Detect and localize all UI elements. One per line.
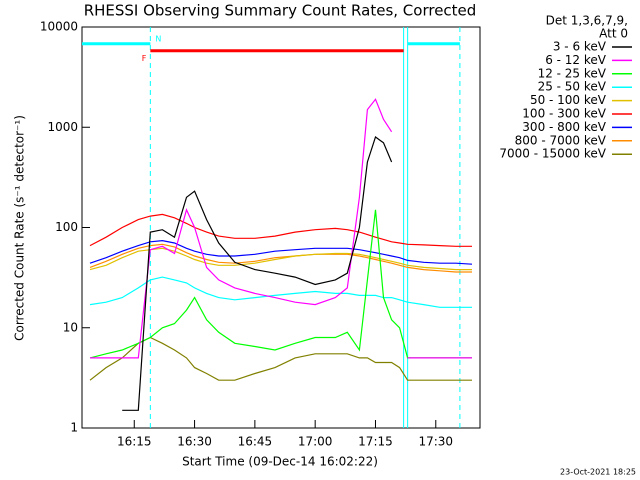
series-line (89, 239, 473, 265)
vline-label: N (155, 35, 161, 44)
legend-header: Det 1,3,6,7,9, (546, 14, 628, 28)
x-tick-label: 17:00 (298, 435, 333, 449)
x-tick-label: 16:15 (117, 435, 152, 449)
y-tick-label: 1000 (47, 120, 78, 134)
series-line (89, 336, 472, 381)
y-tick-label: 10000 (40, 20, 78, 34)
x-tick-label: 17:30 (418, 435, 453, 449)
series-line (89, 247, 472, 271)
legend-label: 6 - 12 keV (545, 53, 607, 67)
chart-title: RHESSI Observing Summary Count Rates, Co… (84, 2, 477, 20)
legend-label: 12 - 25 keV (538, 66, 607, 80)
series-line (90, 98, 472, 359)
legend-label: 3 - 6 keV (553, 40, 607, 54)
y-tick-label: 100 (55, 220, 78, 234)
series-line (89, 209, 472, 359)
series-line (89, 213, 472, 247)
legend-header: Att 0 (599, 27, 628, 41)
x-axis-label: Start Time (09-Dec-14 16:02:22) (182, 455, 378, 469)
legend-label: 7000 - 15000 keV (499, 147, 606, 161)
series-line (122, 136, 393, 411)
legend-label: 800 - 7000 keV (515, 133, 607, 147)
legend-label: 50 - 100 keV (530, 93, 607, 107)
legend-label: 25 - 50 keV (538, 80, 607, 94)
y-axis-label: Corrected Count Rate (s⁻¹ detector⁻¹) (13, 115, 27, 341)
series-line (89, 276, 472, 308)
legend-label: 300 - 800 keV (522, 120, 606, 134)
x-tick-label: 16:45 (238, 435, 273, 449)
y-tick-label: 10 (63, 320, 78, 334)
x-tick-label: 17:15 (358, 435, 393, 449)
legend-label: 100 - 300 keV (522, 107, 606, 121)
state-label: F (142, 54, 147, 63)
timestamp: 23-Oct-2021 18:25 (560, 468, 636, 477)
y-tick-label: 1 (70, 421, 78, 435)
x-tick-label: 16:30 (177, 435, 212, 449)
